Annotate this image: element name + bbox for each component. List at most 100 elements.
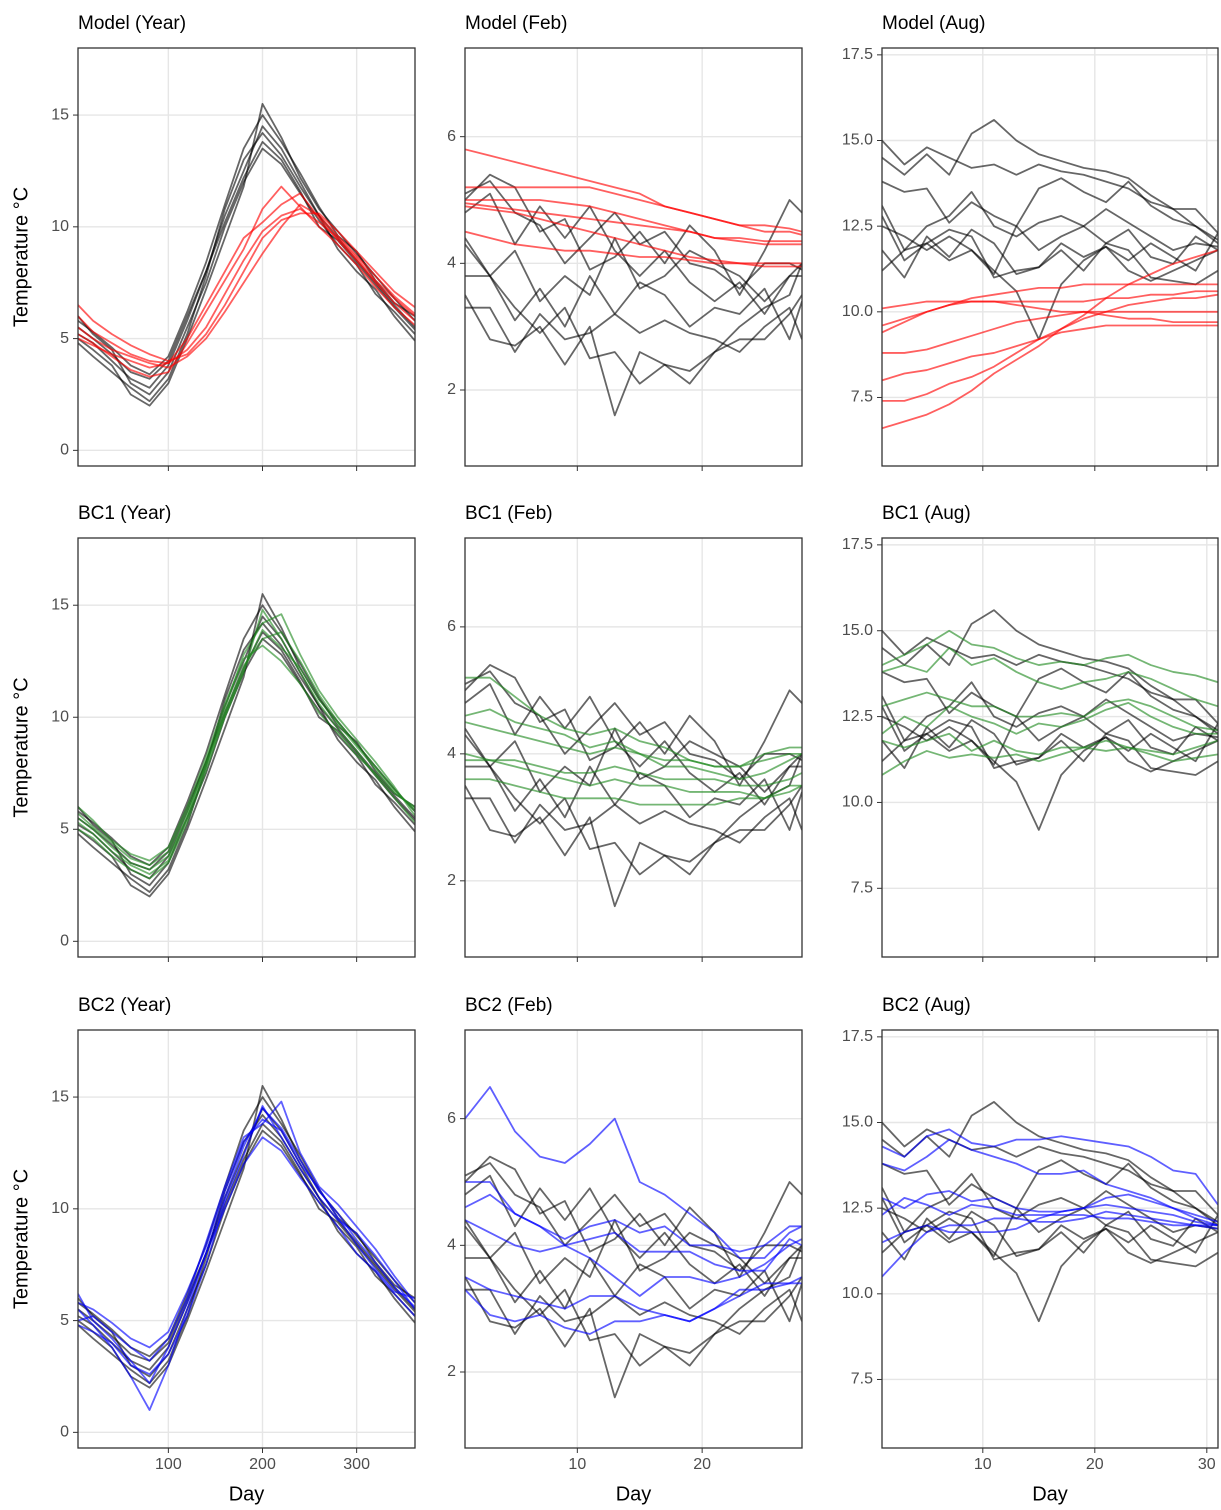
series-line: [882, 691, 1218, 732]
panel-title: BC2 (Feb): [465, 995, 553, 1016]
panel-border: [881, 1029, 1219, 1449]
series-line: [882, 290, 1218, 310]
series-group: [465, 148, 802, 417]
series-group: [882, 1101, 1218, 1323]
y-tick-label: 5: [60, 1312, 69, 1329]
series-group: [882, 119, 1218, 430]
series-group: [465, 1086, 802, 1399]
series-line: [882, 1128, 1218, 1206]
series-line: [882, 705, 1218, 776]
series-group: [882, 609, 1218, 831]
panel-title: BC2 (Aug): [882, 995, 971, 1016]
panel-border: [881, 47, 1219, 467]
y-tick-label: 10: [51, 1200, 69, 1217]
y-tick-label: 4: [447, 255, 456, 272]
y-tick-label: 12.5: [842, 217, 873, 234]
y-tick-label: 15: [51, 596, 69, 613]
series-line: [465, 676, 802, 768]
x-tick-label: 20: [1086, 1456, 1104, 1473]
y-tick-label: 6: [447, 1110, 456, 1127]
series-line: [78, 1105, 415, 1376]
series-line: [78, 604, 415, 867]
series-line: [465, 727, 802, 793]
series-line: [882, 715, 1218, 766]
series-line: [465, 294, 802, 417]
panel-border: [464, 537, 803, 958]
series-line: [78, 613, 415, 875]
series-line: [882, 177, 1218, 241]
series-line: [465, 721, 802, 781]
series-line: [882, 249, 1218, 430]
panel-border: [464, 1029, 803, 1449]
y-tick-label: 7.5: [851, 1371, 873, 1388]
panel-background: [78, 538, 415, 957]
series-line: [882, 732, 1218, 831]
series-line: [882, 732, 1218, 756]
panel-border: [77, 537, 416, 958]
y-tick-label: 15: [51, 106, 69, 123]
series-group: [78, 593, 415, 898]
series-line: [465, 1276, 802, 1399]
y-tick-label: 10.0: [842, 794, 873, 811]
series-line: [882, 1101, 1218, 1216]
x-tick-label: 100: [155, 1456, 182, 1473]
series-line: [465, 275, 802, 341]
series-line: [882, 293, 1218, 402]
y-axis-title: Temperature °C: [10, 1169, 32, 1309]
panel-title: Model (Aug): [882, 13, 986, 34]
series-line: [882, 629, 1218, 684]
series-line: [78, 644, 415, 862]
series-line: [882, 701, 1218, 735]
series-line: [882, 225, 1218, 276]
y-axis-title: Temperature °C: [10, 677, 32, 817]
series-line: [882, 324, 1218, 382]
panel-background: [882, 1030, 1218, 1448]
y-tick-label: 12.5: [842, 708, 873, 725]
panel-background: [78, 1030, 415, 1448]
panel-title: Model (Feb): [465, 13, 567, 34]
y-tick-label: 0: [60, 933, 69, 950]
series-line: [465, 1276, 802, 1323]
y-tick-label: 15: [51, 1088, 69, 1105]
series-line: [78, 1136, 415, 1385]
series-line: [465, 148, 802, 233]
panel-border: [77, 1029, 416, 1449]
series-line: [882, 630, 1218, 735]
series-line: [882, 681, 1218, 742]
panel-background: [882, 48, 1218, 466]
series-line: [882, 1224, 1218, 1323]
series-line: [465, 1174, 802, 1297]
series-line: [465, 230, 802, 265]
series-line: [882, 215, 1218, 286]
panel-background: [882, 538, 1218, 957]
series-line: [465, 186, 802, 236]
y-tick-label: 15.0: [842, 132, 873, 149]
series-line: [465, 759, 802, 800]
series-line: [78, 140, 415, 389]
panel-background: [465, 538, 802, 957]
series-line: [465, 785, 802, 908]
y-tick-label: 10.0: [842, 303, 873, 320]
series-line: [78, 185, 415, 378]
y-tick-label: 15.0: [842, 622, 873, 639]
series-line: [78, 628, 415, 867]
series-line: [465, 205, 802, 268]
series-line: [78, 622, 415, 893]
y-tick-label: 4: [447, 745, 456, 762]
y-tick-label: 6: [447, 128, 456, 145]
series-line: [465, 202, 802, 246]
x-tick-label: 10: [974, 1456, 992, 1473]
series-line: [882, 1197, 1218, 1268]
series-line: [78, 102, 415, 407]
y-tick-label: 4: [447, 1237, 456, 1254]
series-line: [465, 1219, 802, 1285]
series-line: [465, 199, 802, 243]
series-line: [465, 1086, 802, 1259]
series-line: [465, 243, 802, 385]
y-tick-label: 17.5: [842, 1028, 873, 1045]
series-line: [78, 208, 415, 365]
series-line: [465, 683, 802, 806]
series-group: [78, 102, 415, 407]
